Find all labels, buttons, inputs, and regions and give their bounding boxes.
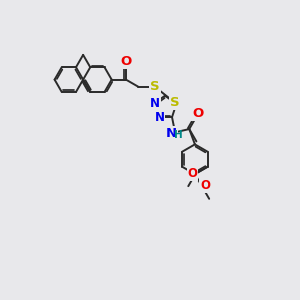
Text: N: N: [150, 97, 160, 110]
Text: S: S: [150, 80, 160, 93]
Text: O: O: [200, 179, 210, 192]
Text: O: O: [192, 106, 203, 120]
Text: O: O: [120, 55, 132, 68]
Text: H: H: [175, 130, 183, 140]
Text: O: O: [188, 167, 197, 180]
Text: S: S: [170, 96, 180, 109]
Text: N: N: [166, 127, 177, 140]
Text: N: N: [154, 111, 164, 124]
